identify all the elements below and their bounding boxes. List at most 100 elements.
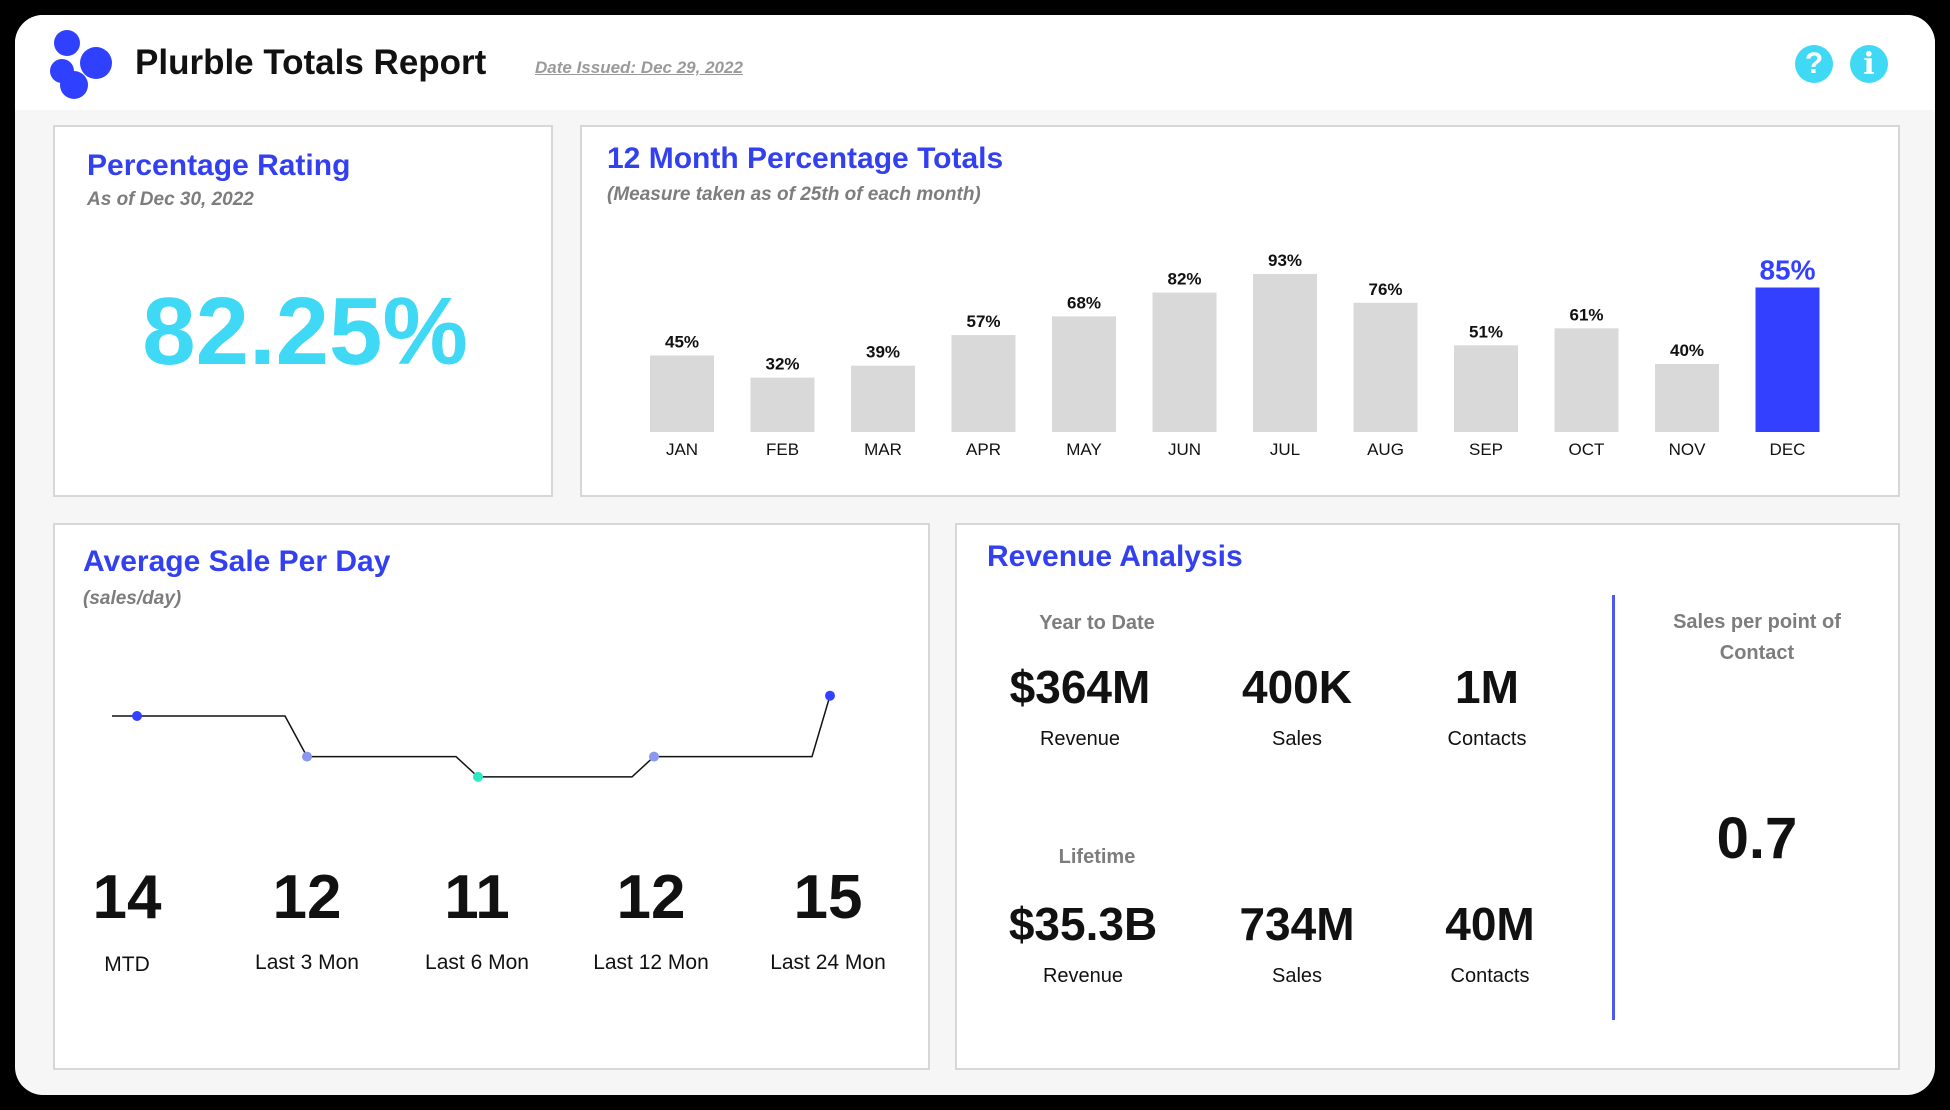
bar-category-label: NOV <box>1669 440 1707 459</box>
lifetime-revenue-value: $35.3B <box>1008 898 1158 950</box>
line-point-last-12-mon <box>649 751 659 762</box>
line-point-last-3-mon <box>302 751 312 762</box>
stat-last-3-mon: 12 Last 3 Mon <box>227 862 387 975</box>
average-sale-subtitle: (sales/day) <box>83 588 182 609</box>
ytd-contacts-value: 1M <box>1455 661 1519 713</box>
stat-label: Last 6 Mon <box>425 951 529 974</box>
bar-category-label: DEC <box>1770 440 1806 459</box>
stat-last-24-mon: 15 Last 24 Mon <box>748 862 908 975</box>
bar-category-label: MAY <box>1066 440 1102 459</box>
bar-category-label: JUL <box>1270 440 1300 459</box>
bar-data-label: 82% <box>1167 270 1201 289</box>
lifetime-contacts-value: 40M <box>1445 898 1535 950</box>
plurble-logo-icon <box>50 25 125 100</box>
bar-jan <box>650 355 714 432</box>
average-sale-card: Average Sale Per Day (sales/day) 14 MTD … <box>53 523 930 1070</box>
average-sale-title: Average Sale Per Day <box>83 545 391 578</box>
stat-label: MTD <box>104 953 150 976</box>
lifetime-sales-label: Sales <box>1271 965 1323 987</box>
monthly-bar-chart: 45% JAN 32% FEB 39% MAR 57% APR 68% MAY 82% JUN 93% J… <box>650 251 1820 459</box>
bar-apr <box>951 335 1016 432</box>
lifetime-revenue-label: Revenue <box>1042 965 1124 987</box>
bar-dec <box>1755 287 1820 432</box>
bar-category-label: JAN <box>666 440 698 459</box>
stat-value: 12 <box>616 863 686 932</box>
bar-nov <box>1655 364 1719 432</box>
stat-value: 12 <box>272 863 342 932</box>
ytd-contacts: 1M Contacts <box>1397 660 1577 751</box>
average-sale-line-chart <box>112 690 835 782</box>
info-icon[interactable]: i <box>1850 45 1888 83</box>
lifetime-sales: 734M Sales <box>1207 897 1387 988</box>
bar-data-label: 61% <box>1569 305 1603 324</box>
ytd-revenue-label: Revenue <box>1039 728 1121 750</box>
monthly-totals-title: 12 Month Percentage Totals <box>607 142 1004 175</box>
average-sale-line <box>112 695 831 778</box>
bar-may <box>1052 316 1116 432</box>
bar-category-label: SEP <box>1469 440 1503 459</box>
bar-mar <box>851 365 915 432</box>
ytd-revenue: $364M Revenue <box>990 660 1170 751</box>
bar-data-label: 32% <box>765 355 799 374</box>
ytd-heading: Year to Date <box>1039 612 1155 634</box>
lifetime-revenue: $35.3B Revenue <box>993 897 1173 988</box>
bar-aug <box>1353 302 1418 432</box>
ytd-sales-label: Sales <box>1271 728 1323 750</box>
bar-category-label: APR <box>966 440 1001 459</box>
bar-data-label: 76% <box>1368 280 1402 299</box>
bar-category-label: JUN <box>1168 440 1201 459</box>
monthly-totals-subtitle: (Measure taken as of 25th of each month) <box>607 184 981 205</box>
bar-data-label: 93% <box>1268 251 1302 270</box>
lifetime-contacts: 40M Contacts <box>1400 897 1580 988</box>
bar-category-label: OCT <box>1569 440 1605 459</box>
dashboard-frame: Plurble Totals Report Date Issued: Dec 2… <box>15 15 1935 1095</box>
bar-oct <box>1554 328 1619 432</box>
line-point-last-24-mon <box>825 690 835 701</box>
percentage-rating-subtitle: As of Dec 30, 2022 <box>87 189 254 210</box>
ytd-contacts-label: Contacts <box>1447 728 1527 750</box>
monthly-totals-card: 12 Month Percentage Totals (Measure take… <box>580 125 1900 497</box>
stat-label: Last 12 Mon <box>593 951 709 974</box>
lifetime-sales-value: 734M <box>1239 898 1355 950</box>
stat-last-12-mon: 12 Last 12 Mon <box>571 862 731 975</box>
bar-jul <box>1253 273 1317 432</box>
page-title: Plurble Totals Report <box>135 43 487 82</box>
bar-category-label: AUG <box>1367 440 1404 459</box>
line-point-last-6-mon <box>473 771 483 782</box>
bar-category-label: FEB <box>766 440 799 459</box>
bar-data-label: 68% <box>1067 293 1101 312</box>
revenue-analysis-card: Revenue Analysis Year to Date $364M Reve… <box>955 523 1900 1070</box>
ytd-revenue-value: $364M <box>1009 661 1151 713</box>
lifetime-heading: Lifetime <box>1058 846 1136 868</box>
top-bar: Plurble Totals Report Date Issued: Dec 2… <box>15 15 1935 110</box>
bar-data-label: 39% <box>866 343 900 362</box>
stat-mtd: 14 MTD <box>47 862 207 977</box>
ytd-sales: 400K Sales <box>1207 660 1387 751</box>
line-point-mtd <box>132 711 142 721</box>
help-icon[interactable]: ? <box>1795 45 1833 83</box>
stat-label: Last 24 Mon <box>770 951 886 974</box>
bar-feb <box>750 377 815 432</box>
revenue-divider <box>1612 595 1615 1020</box>
revenue-analysis-title: Revenue Analysis <box>987 540 1243 573</box>
bar-data-label: 51% <box>1469 322 1503 341</box>
percentage-rating-title: Percentage Rating <box>87 149 351 182</box>
bar-data-label: 57% <box>966 312 1000 331</box>
bar-data-label: 40% <box>1670 341 1704 360</box>
percentage-rating-value: 82.25% <box>142 278 468 385</box>
stat-last-6-mon: 11 Last 6 Mon <box>397 862 557 975</box>
lifetime-contacts-label: Contacts <box>1450 965 1530 987</box>
bar-data-label: 45% <box>665 333 699 352</box>
stat-label: Last 3 Mon <box>255 951 359 974</box>
stat-value: 14 <box>92 863 162 932</box>
bar-jun <box>1152 292 1217 432</box>
sales-per-contact-value: 0.7 <box>1716 806 1798 871</box>
bar-data-label: 85% <box>1759 255 1815 286</box>
bar-category-label: MAR <box>864 440 902 459</box>
date-issued: Date Issued: Dec 29, 2022 <box>535 58 743 77</box>
bar-sep <box>1454 345 1518 432</box>
sales-per-contact-heading: Sales per point of Contact <box>1673 611 1841 664</box>
stat-value: 11 <box>444 863 510 932</box>
stat-value: 15 <box>793 863 863 932</box>
ytd-sales-value: 400K <box>1242 661 1352 713</box>
